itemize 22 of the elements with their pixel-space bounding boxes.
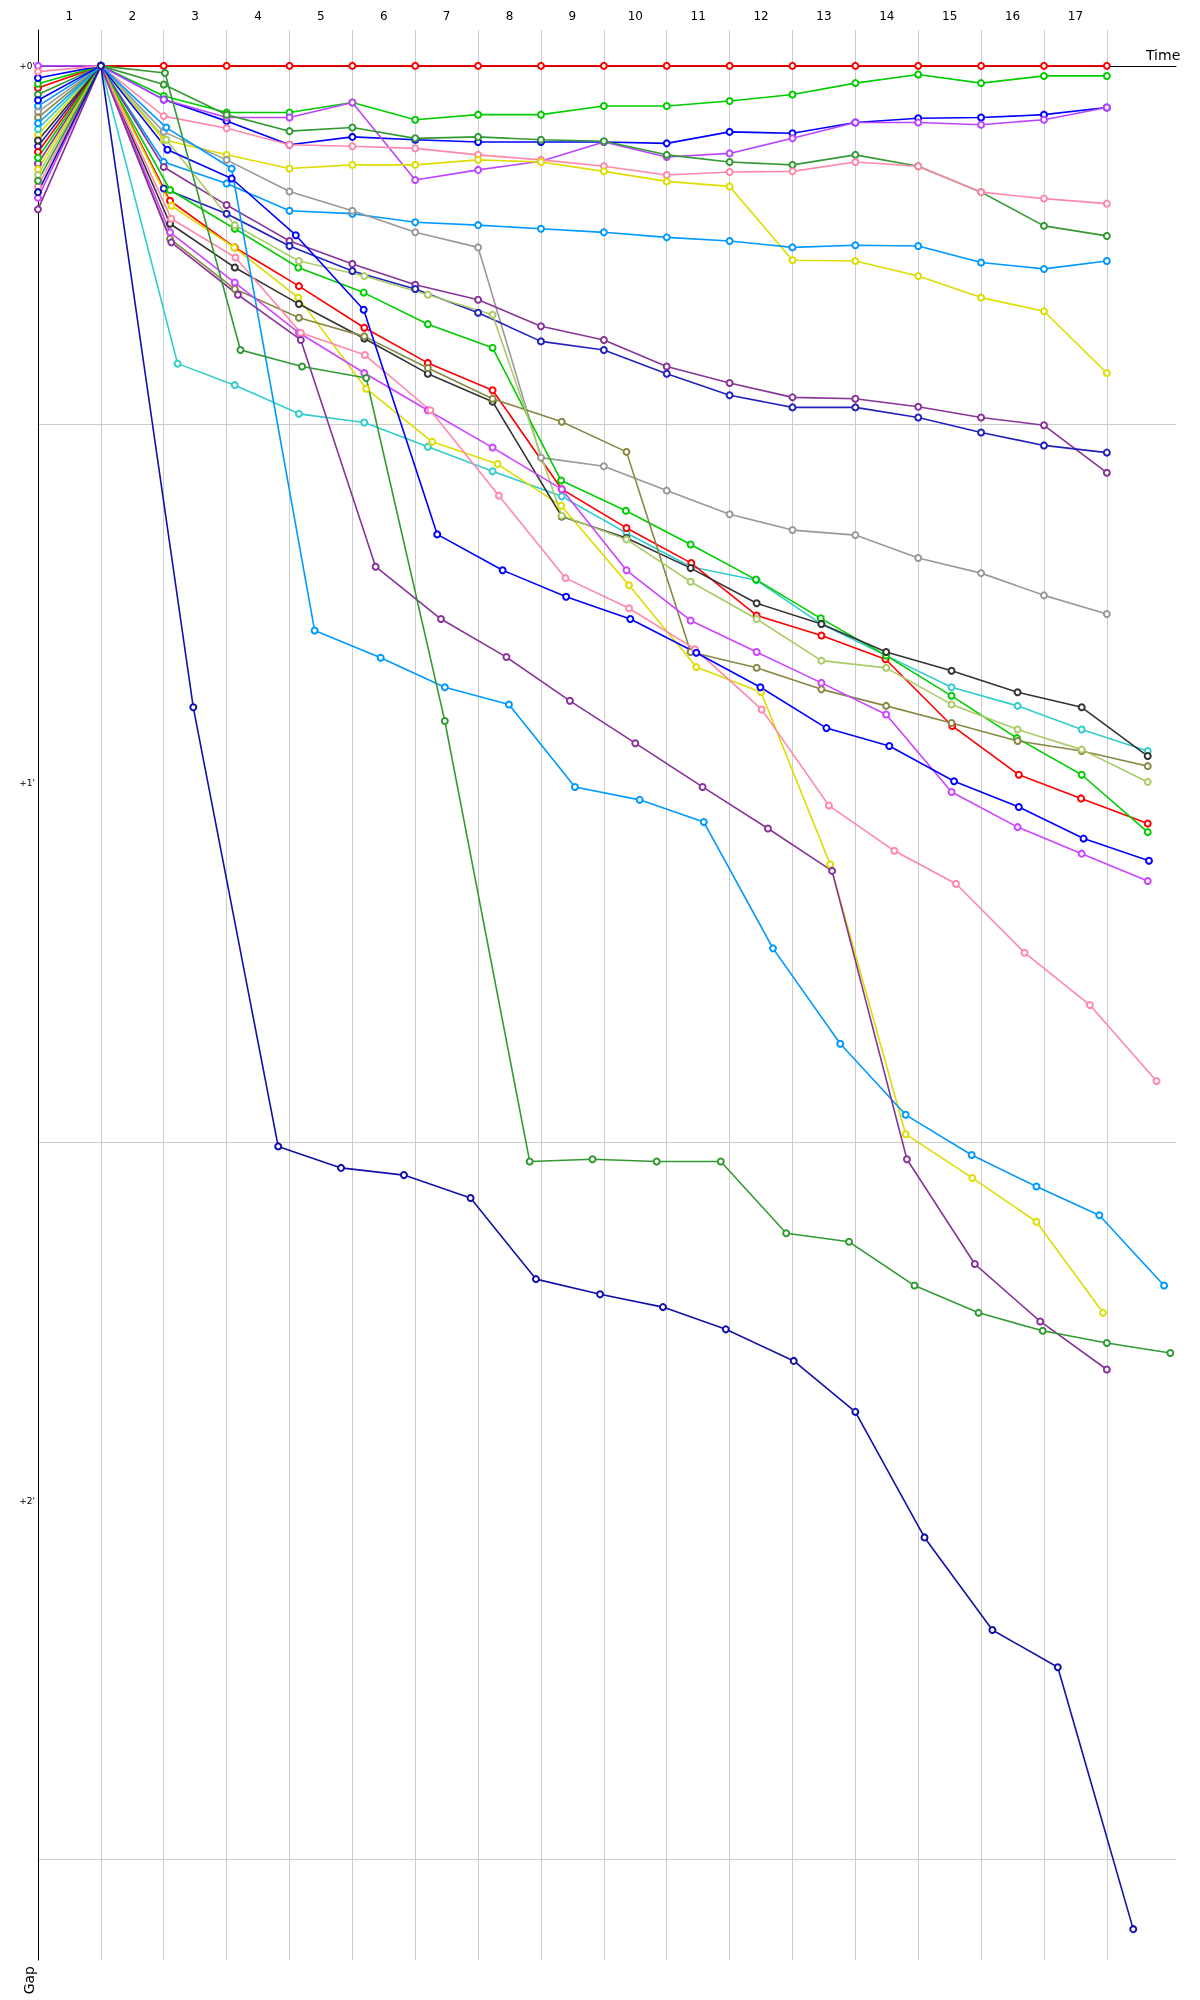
y-tick-label: +1' (19, 778, 35, 789)
x-tick-label: 17 (1067, 9, 1084, 23)
x-tick-label: 16 (1004, 9, 1021, 23)
x-tick-label: 5 (317, 9, 325, 23)
x-tick-label: 12 (753, 9, 769, 23)
x-tick-label: 3 (191, 9, 199, 23)
x-tick-label: 11 (690, 9, 706, 23)
x-tick-label: 15 (942, 9, 958, 23)
x-tick-label: 6 (379, 9, 388, 23)
x-tick-label: 10 (627, 9, 643, 23)
x-tick-label: 9 (568, 9, 577, 23)
x-tick-label: 13 (816, 9, 832, 23)
y-axis-title: Gap (21, 1965, 37, 1995)
x-tick-label: 14 (879, 9, 895, 23)
x-tick-label: 2 (128, 9, 137, 23)
x-tick-label: 7 (442, 9, 451, 23)
x-axis-title: Time (1145, 46, 1181, 63)
x-tick-label: 4 (254, 9, 262, 23)
y-tick-label: +0' (19, 60, 35, 71)
x-tick-label: 1 (65, 9, 74, 23)
y-tick-label: +2' (19, 1495, 35, 1506)
x-tick-label: 8 (505, 9, 514, 23)
